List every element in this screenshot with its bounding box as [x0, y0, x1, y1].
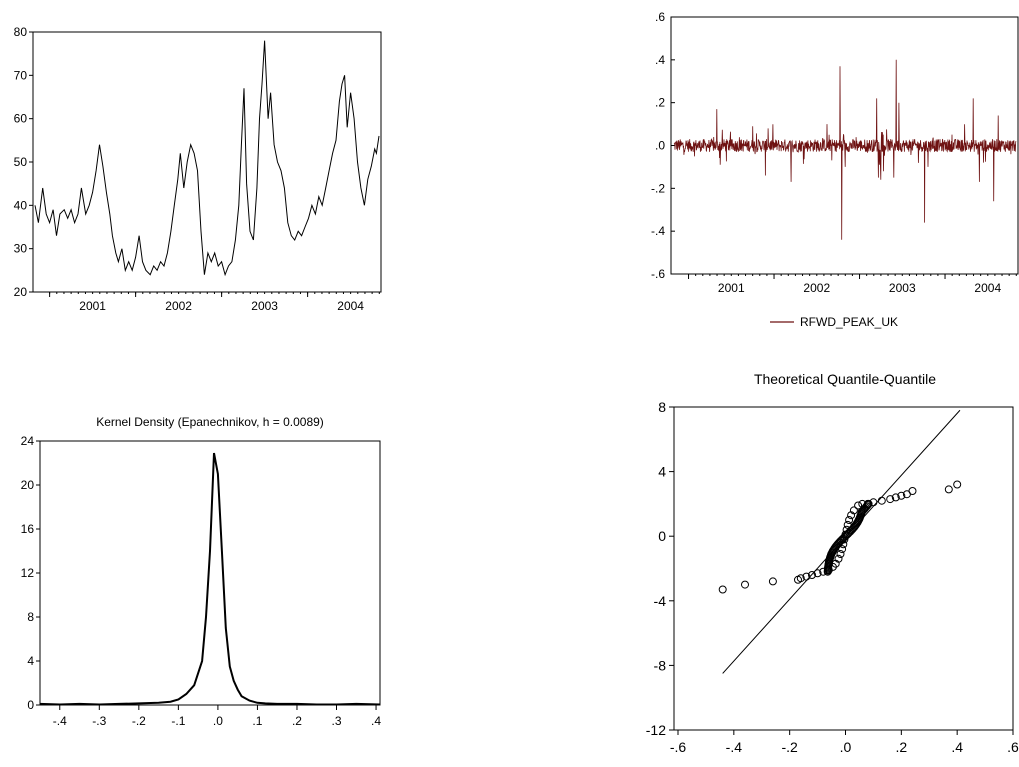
x-tick-label: .4: [951, 739, 963, 755]
qq-point: [741, 580, 749, 589]
qq-point: [847, 511, 856, 520]
y-tick-label: .4: [655, 53, 665, 67]
y-tick-label: 8: [658, 399, 666, 415]
qq-point: [813, 569, 822, 578]
y-tick-label: 40: [14, 198, 28, 212]
x-tick-label: 2003: [251, 299, 278, 313]
qq-point: [886, 495, 895, 504]
x-tick-label: -.2: [132, 714, 146, 728]
y-tick-label: 4: [658, 464, 666, 480]
qq-point: [796, 574, 805, 583]
x-tick-label: -.2: [781, 739, 798, 755]
x-tick-label: 2001: [79, 299, 106, 313]
y-tick-label: 24: [21, 434, 35, 448]
density-curve: [39, 452, 381, 706]
x-tick-label: -.6: [670, 739, 687, 755]
price-chart: 20 30 40 50 60 70 80 2001 2002 2003 2004: [14, 25, 382, 313]
qq-point: [862, 502, 871, 511]
x-tick-label: 2004: [337, 299, 364, 313]
x-tick-label: -.1: [171, 714, 185, 728]
qq-point: [808, 571, 816, 579]
y-tick-label: -.4: [651, 224, 665, 238]
y-tick-label: 12: [21, 566, 35, 580]
x-tick-label: .6: [1007, 739, 1019, 755]
x-tick-label: .1: [252, 714, 262, 728]
qq-point: [854, 501, 863, 510]
qq-point: [877, 496, 886, 505]
x-tick-label: 2004: [974, 281, 1001, 295]
y-tick-label: 30: [14, 242, 28, 256]
chart-title: Theoretical Quantile-Quantile: [754, 371, 936, 387]
qq-point: [802, 572, 811, 581]
x-tick-label: .4: [371, 714, 381, 728]
qq-point: [908, 487, 917, 495]
price-series-line: [34, 40, 380, 277]
qq-point: [836, 550, 845, 558]
y-tick-label: 4: [27, 654, 34, 668]
y-tick-label: .2: [655, 96, 665, 110]
y-tick-label: 16: [21, 522, 35, 536]
qq-point: [768, 577, 777, 586]
y-tick-label: -4: [654, 593, 667, 609]
y-tick-label: 50: [14, 155, 28, 169]
qq-point: [863, 501, 872, 509]
x-tick-label: 2002: [165, 299, 192, 313]
returns-chart: -.6 -.4 -.2 .0 .2 .4 .6 2001 2002 2003 2004 RFWD_PE…: [651, 10, 1019, 329]
y-tick-label: 80: [14, 25, 28, 39]
qq-plot: Theoretical Quantile-Quantile -12 -8 -4 0 4 8 -…: [646, 371, 1019, 755]
qq-point: [953, 480, 962, 489]
x-tick-label: 2003: [889, 281, 916, 295]
y-tick-label: 20: [14, 285, 28, 299]
x-tick-label: -.4: [726, 739, 743, 755]
y-tick-label: -12: [646, 722, 666, 738]
y-tick-label: 20: [21, 478, 35, 492]
qq-point: [834, 554, 843, 563]
chart-title: Kernel Density (Epanechnikov, h = 0.0089…: [96, 415, 324, 429]
qq-point: [718, 585, 727, 594]
x-tick-label: 2001: [718, 281, 745, 295]
y-tick-label: -.2: [651, 181, 665, 195]
qq-point: [891, 493, 900, 502]
x-tick-label: .2: [292, 714, 302, 728]
y-tick-label: .6: [655, 10, 665, 24]
returns-series-line: [673, 59, 1017, 240]
qq-point: [864, 499, 873, 508]
x-tick-label: 2002: [803, 281, 830, 295]
kernel-density-chart: Kernel Density (Epanechnikov, h = 0.0089…: [21, 415, 382, 728]
x-tick-label: -.4: [53, 714, 67, 728]
plot-frame: [32, 31, 382, 293]
qq-point: [897, 491, 906, 500]
qq-point: [944, 485, 953, 494]
y-tick-label: -.6: [651, 267, 665, 281]
x-tick-label: .3: [332, 714, 342, 728]
x-tick-label: .2: [895, 739, 907, 755]
x-tick-label: -.3: [92, 714, 106, 728]
y-tick-label: 8: [27, 610, 34, 624]
y-tick-label: 70: [14, 68, 28, 82]
y-tick-label: 0: [658, 528, 666, 544]
qq-point: [845, 516, 854, 524]
plot-frame: [673, 406, 1014, 731]
y-tick-label: 60: [14, 112, 28, 126]
qq-point: [840, 535, 849, 544]
y-tick-label: -8: [654, 657, 667, 673]
y-tick-label: 0: [27, 698, 34, 712]
x-tick-label: .0: [213, 714, 223, 728]
qq-point: [849, 506, 858, 515]
y-tick-label: .0: [655, 139, 665, 153]
x-tick-label: .0: [840, 739, 852, 755]
plot-frame: [39, 440, 381, 706]
legend-label: RFWD_PEAK_UK: [800, 315, 898, 329]
